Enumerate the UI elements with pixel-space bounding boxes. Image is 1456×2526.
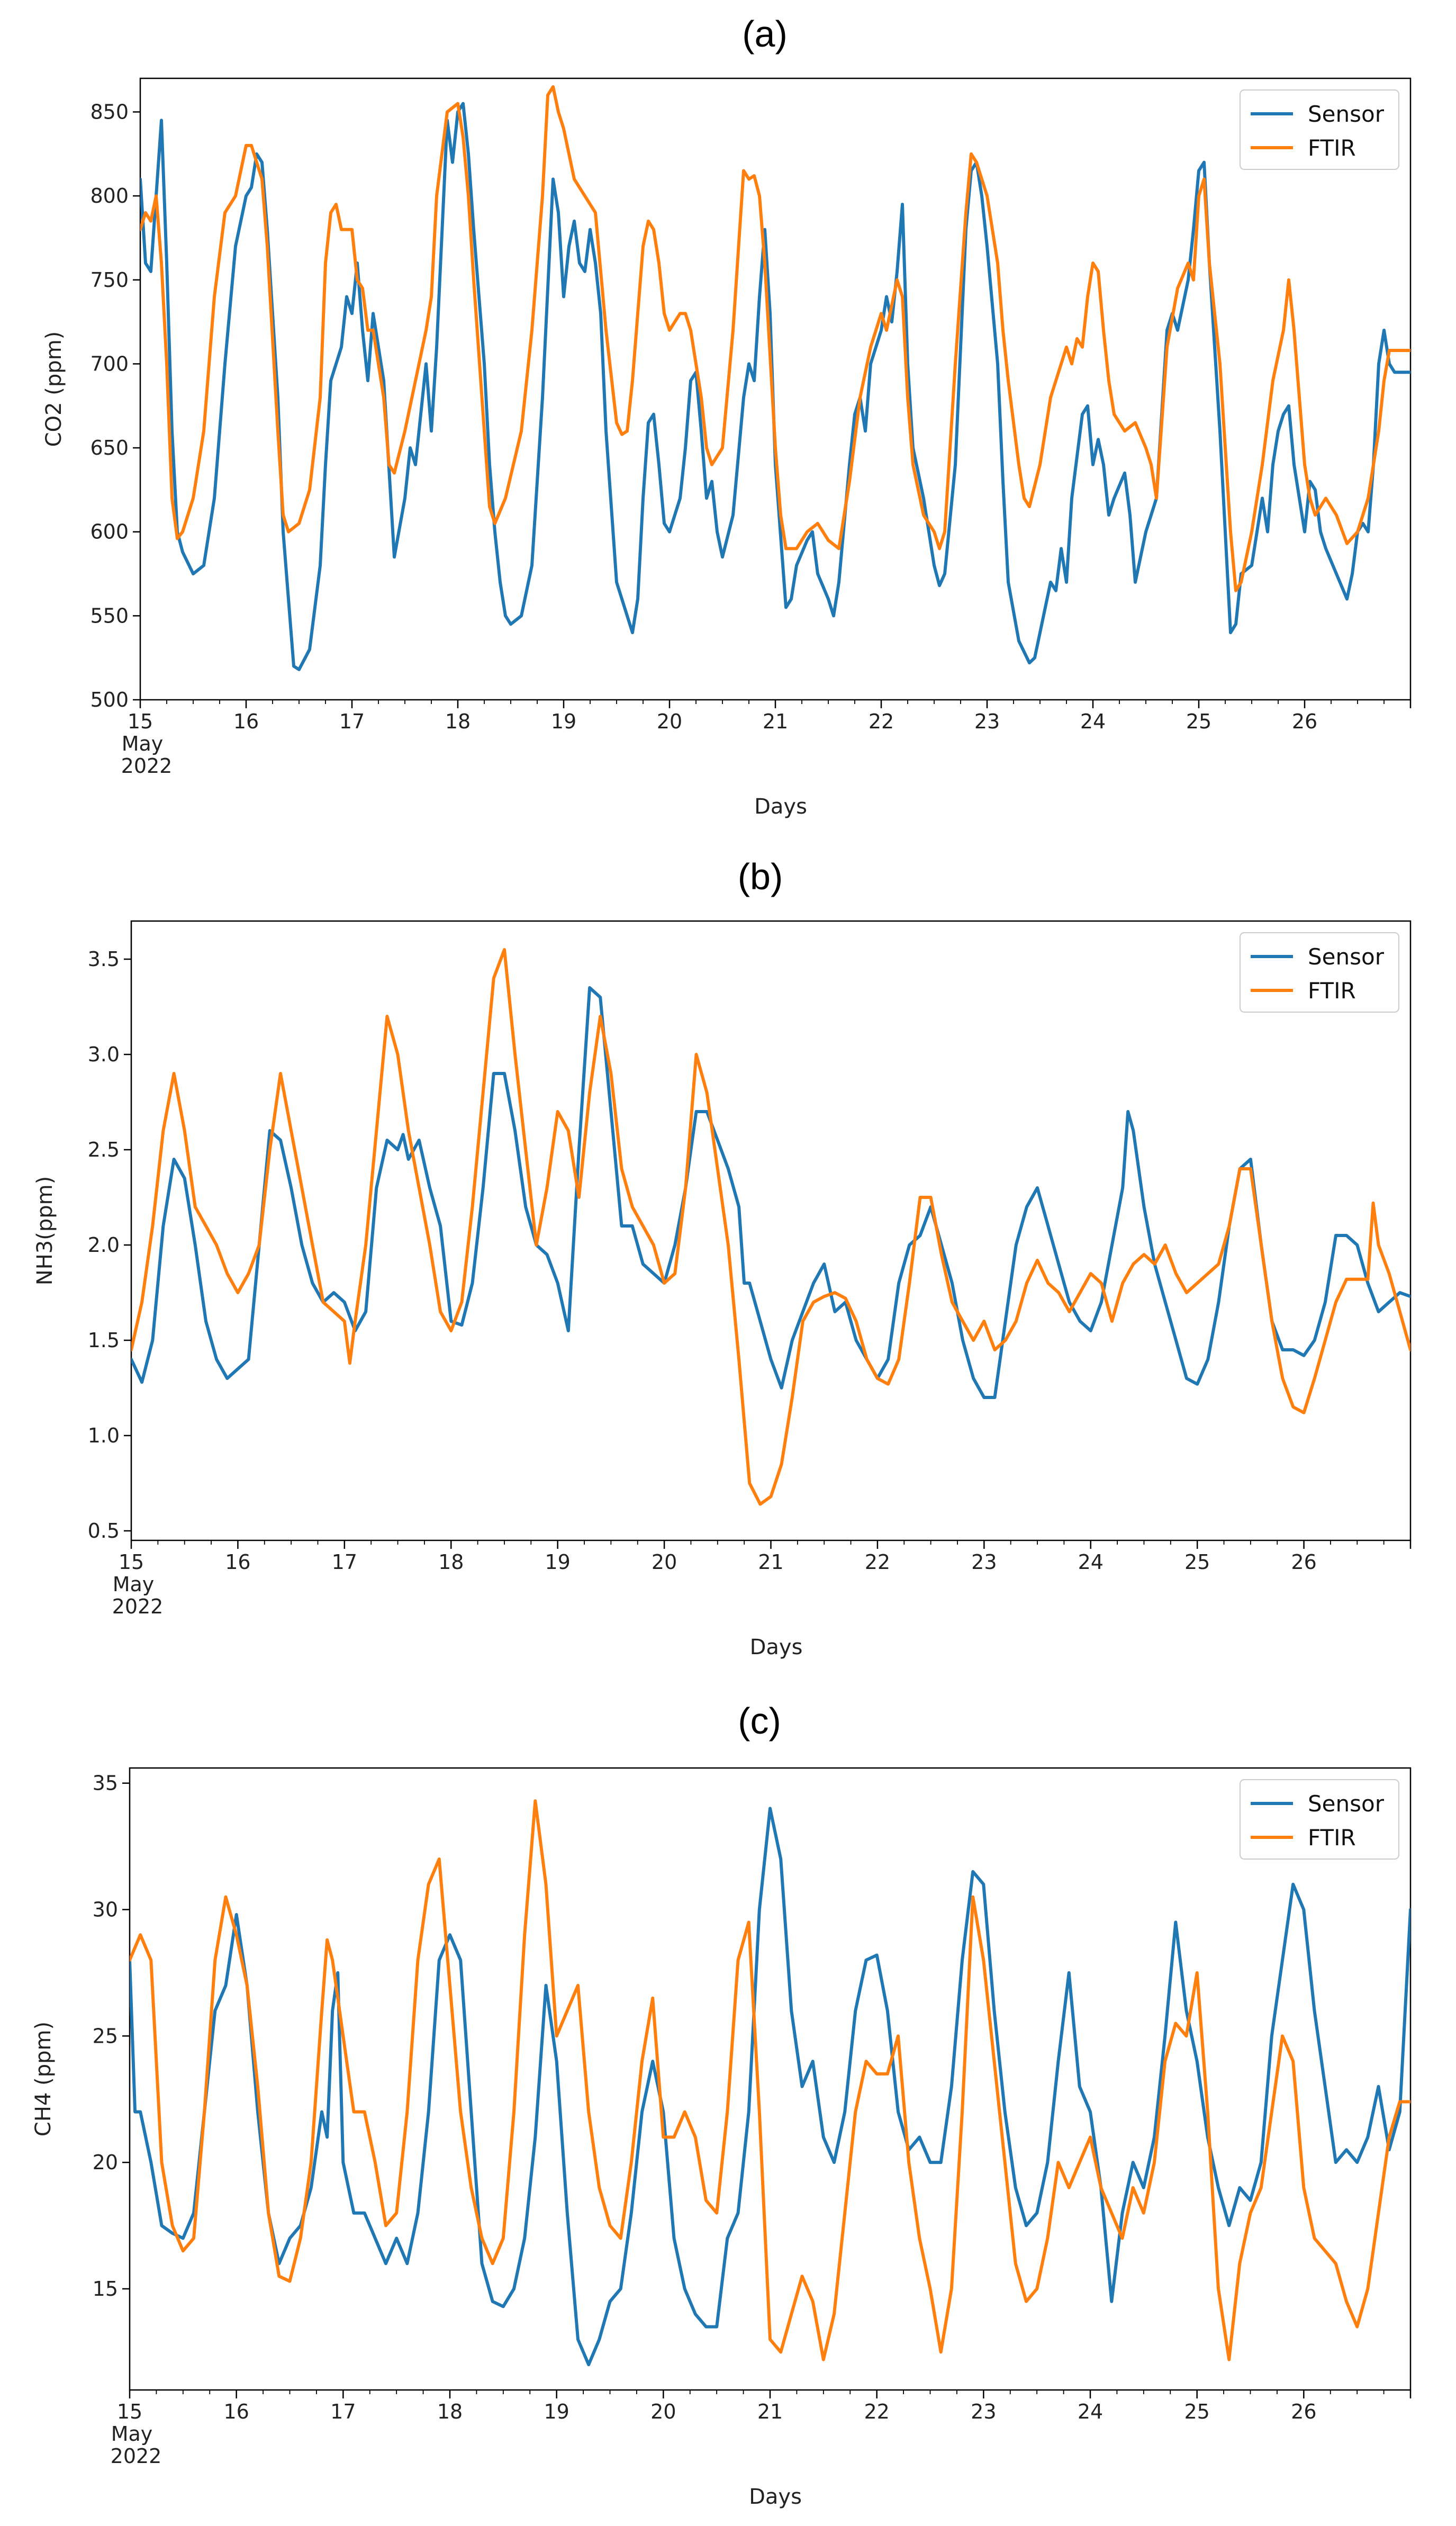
panel-title: (c) <box>738 1700 781 1742</box>
x-tick-label: 23 <box>971 1550 997 1574</box>
x-tick-label: 21 <box>763 710 788 733</box>
x-tick-label: 20 <box>652 1550 677 1574</box>
x-tick-label: 18 <box>438 1550 464 1574</box>
series-line-ftir <box>140 85 1410 592</box>
y-axis-label: CO2 (ppm) <box>42 331 66 447</box>
y-tick-label: 3.5 <box>88 948 120 971</box>
y-tick-label: 30 <box>93 1898 118 1921</box>
y-tick-label: 800 <box>90 184 129 208</box>
legend-box <box>1240 1779 1399 1860</box>
x-tick-label: 23 <box>974 710 1000 733</box>
x-tick-label: 24 <box>1080 710 1106 733</box>
legend-label-ftir: FTIR <box>1308 135 1356 161</box>
legend-label-sensor: Sensor <box>1308 101 1385 127</box>
legend-label-ftir: FTIR <box>1308 1825 1356 1851</box>
legend-box <box>1240 932 1399 1013</box>
series-line-ftir <box>131 948 1410 1506</box>
x-year-label: 2022 <box>112 1595 164 1618</box>
x-tick-label: 18 <box>445 710 471 733</box>
x-tick-label: 17 <box>339 710 365 733</box>
x-tick-label: 19 <box>545 1550 570 1574</box>
y-tick-label: 500 <box>90 688 129 711</box>
x-tick-label: 21 <box>757 2400 783 2423</box>
series-group <box>130 1799 1410 2367</box>
x-year-label: 2022 <box>111 2444 162 2468</box>
legend: Sensor FTIR <box>1240 1779 1399 1860</box>
y-tick-label: 600 <box>90 520 129 544</box>
y-tick-label: 850 <box>90 100 129 123</box>
plot-frame <box>130 920 1412 1541</box>
y-axis-label: NH3(ppm) <box>33 1176 57 1285</box>
x-year-label: 2022 <box>121 754 173 778</box>
chart-panel-3: (c) 15 20 25 30 35 15 16 17 18 19 20 21 22 23 24 25 26 May… <box>31 1700 1412 2509</box>
y-tick-label: 550 <box>90 604 129 627</box>
x-tick-label: 21 <box>758 1550 783 1574</box>
y-tick-label: 650 <box>90 436 129 459</box>
y-tick-label: 700 <box>90 352 129 375</box>
y-tick-label: 15 <box>93 2277 118 2301</box>
y-tick-label: 2.0 <box>88 1233 120 1257</box>
panel-title: (a) <box>742 13 788 55</box>
y-tick-label: 750 <box>90 268 129 292</box>
x-tick-label: 23 <box>971 2400 996 2423</box>
panel-title: (b) <box>738 856 783 897</box>
x-tick-label: 22 <box>864 2400 889 2423</box>
legend-label-sensor: Sensor <box>1308 944 1385 970</box>
x-tick-label: 24 <box>1078 1550 1104 1574</box>
x-tick-label: 25 <box>1186 710 1211 733</box>
y-tick-label: 1.5 <box>88 1329 120 1352</box>
y-tick-label: 2.5 <box>88 1138 120 1161</box>
legend-label-ftir: FTIR <box>1308 978 1356 1004</box>
x-tick-label: 15 <box>128 710 153 733</box>
y-tick-label: 25 <box>93 2024 118 2047</box>
x-tick-label: 26 <box>1292 710 1317 733</box>
y-tick-label: 1.0 <box>88 1424 120 1447</box>
x-month-label: May <box>113 1573 155 1596</box>
series-line-ftir <box>130 1799 1410 2361</box>
x-tick-label: 26 <box>1291 1550 1316 1574</box>
x-tick-label: 16 <box>233 710 259 733</box>
x-tick-label: 25 <box>1184 1550 1210 1574</box>
x-tick-label: 26 <box>1291 2400 1316 2423</box>
x-tick-label: 15 <box>117 2400 142 2423</box>
x-tick-label: 16 <box>223 2400 249 2423</box>
y-tick-label: 20 <box>93 2151 118 2174</box>
x-tick-label: 25 <box>1184 2400 1209 2423</box>
chart-panel-2: (b) 0.5 1.0 1.5 2.0 2.5 3.0 3.5 15 16 17 18 19 20 21 22… <box>33 856 1412 1659</box>
x-tick-label: 18 <box>437 2400 463 2423</box>
x-month-label: May <box>111 2422 153 2446</box>
x-tick-label: 17 <box>332 1550 357 1574</box>
legend-label-sensor: Sensor <box>1308 1791 1385 1817</box>
y-tick-label: 0.5 <box>88 1519 120 1542</box>
x-tick-label: 19 <box>544 2400 569 2423</box>
y-tick-label: 35 <box>93 1772 118 1795</box>
x-tick-label: 20 <box>650 2400 676 2423</box>
legend-box <box>1240 89 1399 170</box>
x-tick-label: 20 <box>657 710 682 733</box>
x-axis-label: Days <box>754 795 807 819</box>
x-tick-label: 19 <box>551 710 576 733</box>
x-tick-label: 22 <box>865 1550 890 1574</box>
legend: Sensor FTIR <box>1240 89 1399 170</box>
series-group <box>140 85 1410 671</box>
x-axis-label: Days <box>749 2485 802 2509</box>
series-group <box>131 948 1410 1506</box>
x-tick-label: 16 <box>225 1550 250 1574</box>
plot-frame <box>129 1767 1412 2391</box>
x-month-label: May <box>122 732 164 755</box>
x-axis-label: Days <box>750 1635 803 1659</box>
y-tick-label: 3.0 <box>88 1043 120 1066</box>
x-tick-label: 15 <box>119 1550 144 1574</box>
y-axis-label: CH4 (ppm) <box>31 2022 56 2136</box>
series-line-sensor <box>131 986 1410 1399</box>
x-tick-label: 24 <box>1078 2400 1103 2423</box>
x-tick-label: 22 <box>869 710 894 733</box>
legend: Sensor FTIR <box>1240 932 1399 1013</box>
x-tick-label: 17 <box>330 2400 356 2423</box>
